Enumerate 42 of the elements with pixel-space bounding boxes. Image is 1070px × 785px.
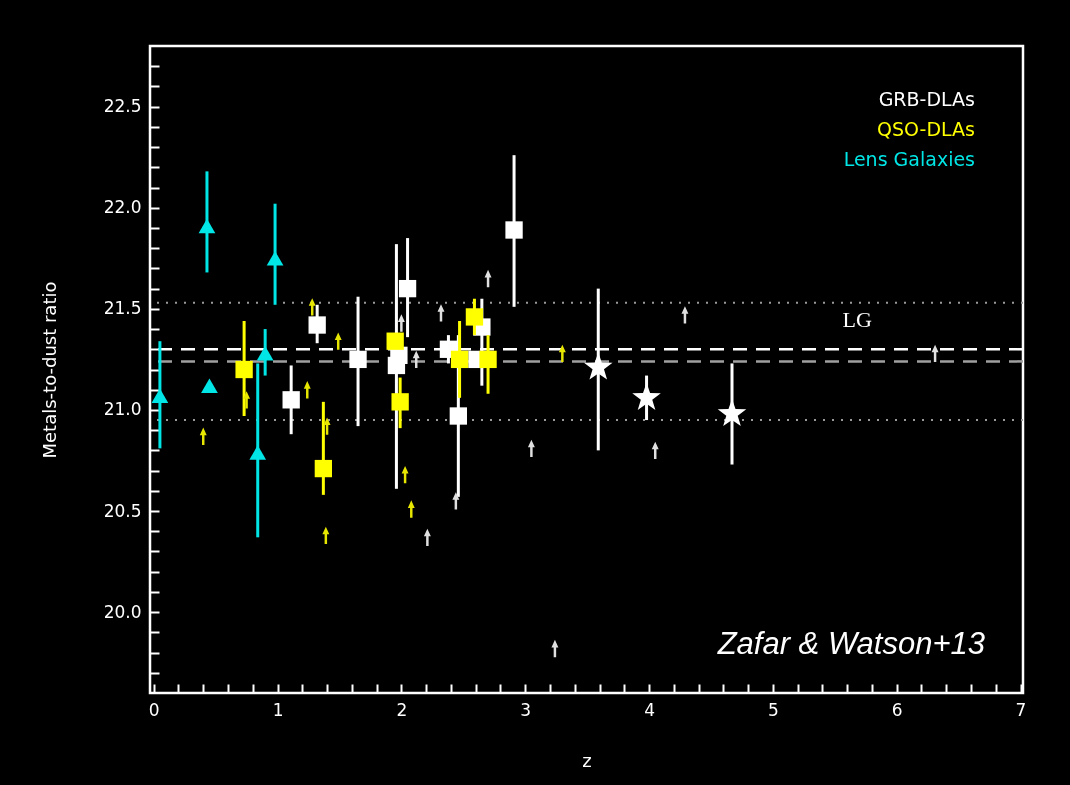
point: [584, 352, 613, 380]
point: [308, 316, 326, 334]
ref-line-label: LG: [842, 306, 872, 332]
point: [450, 350, 469, 369]
y-tick-label: 21.0: [103, 399, 142, 420]
point: [349, 350, 367, 369]
point: [465, 308, 484, 326]
point: [398, 279, 417, 298]
y-tick-label: 22.5: [103, 96, 142, 117]
point: [266, 251, 284, 266]
x-tick-label: 1: [272, 699, 284, 720]
x-tick-label: 2: [396, 699, 408, 720]
point: [151, 388, 169, 404]
y-tick-label: 21.5: [103, 298, 142, 319]
point: [314, 459, 333, 478]
text: GRB-DLAs: [878, 88, 975, 110]
x-tick-label: 0: [148, 699, 160, 720]
text: QSO-DLAs: [877, 118, 975, 140]
point: [632, 382, 661, 410]
y-tick-label: 20.0: [103, 601, 142, 622]
point: [249, 445, 267, 460]
y-axis-title: Metals-to-dust ratio: [38, 281, 60, 459]
x-tick-label: 7: [1015, 699, 1027, 720]
annotation: Zafar & Watson+13: [716, 626, 985, 661]
point: [282, 391, 300, 409]
point: [201, 378, 218, 393]
point: [505, 221, 523, 239]
point: [449, 407, 467, 425]
point: [386, 332, 404, 350]
x-tick-label: 4: [644, 699, 655, 720]
text: Lens Galaxies: [843, 148, 975, 170]
y-tick-label: 20.5: [103, 500, 142, 521]
x-axis-title: z: [582, 749, 592, 771]
point: [256, 346, 274, 361]
point: [235, 360, 253, 379]
point: [391, 393, 409, 411]
point: [479, 350, 497, 369]
x-tick-label: 3: [520, 699, 532, 720]
x-tick-label: 5: [767, 699, 779, 720]
point: [198, 218, 216, 234]
x-tick-label: 6: [891, 699, 903, 720]
y-tick-label: 22.0: [103, 197, 142, 218]
